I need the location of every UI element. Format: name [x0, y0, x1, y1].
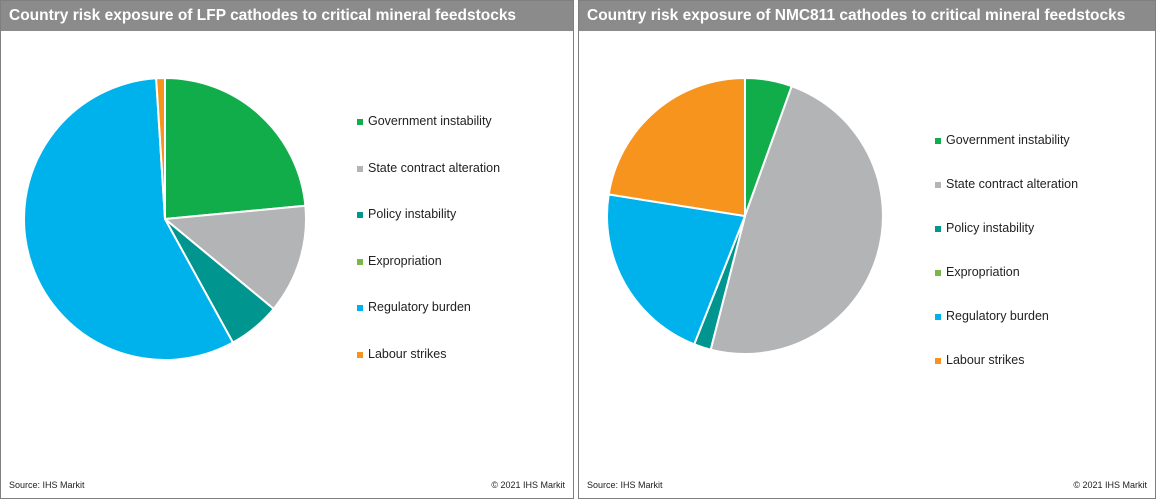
pie-slice-labour-strikes [155, 77, 166, 220]
legend-swatch [935, 138, 941, 144]
legend-swatch [935, 358, 941, 364]
legend-swatch [357, 165, 363, 172]
legend-label: Labour strikes [946, 353, 1025, 367]
legend-label: Government instability [368, 114, 492, 128]
legend-swatch [357, 212, 363, 219]
source-note: Source: IHS Markit [587, 480, 663, 490]
legend-swatch [357, 351, 363, 358]
pie-slice-state-contract-alteration [709, 85, 884, 355]
legend-swatch [935, 182, 941, 188]
chart-panel-nmc811: Country risk exposure of NMC811 cathodes… [578, 0, 1156, 499]
copyright-note: © 2021 IHS Markit [1073, 480, 1147, 490]
pie-slice-regulatory-burden [23, 77, 234, 361]
legend-swatch [357, 119, 363, 125]
legend-label: Regulatory burden [946, 309, 1049, 323]
pie-slice-labour-strikes [607, 77, 746, 217]
legend-label: Expropriation [368, 253, 442, 268]
chart-panel-lfp: Country risk exposure of LFP cathodes to… [0, 0, 574, 499]
chart-title: Country risk exposure of NMC811 cathodes… [579, 1, 1155, 31]
legend-label: Labour strikes [368, 346, 447, 361]
source-note: Source: IHS Markit [9, 480, 85, 490]
legend-label: Policy instability [946, 221, 1035, 235]
pie-chart-lfp [23, 77, 307, 361]
legend-swatch [935, 270, 941, 276]
legend-label: Government instability [946, 133, 1070, 147]
legend-swatch [357, 305, 363, 312]
legend-swatch [935, 314, 941, 320]
legend-label: Regulatory burden [368, 300, 471, 315]
legend-label: State contract alteration [368, 160, 501, 175]
pie-slice-regulatory-burden [606, 193, 746, 346]
pie-chart-nmc811 [606, 77, 884, 355]
legend-label: Policy instability [368, 207, 457, 222]
pie-slice-government-instability [164, 77, 307, 220]
pie-slice-state-contract-alteration [164, 204, 307, 310]
legend-label: Expropriation [946, 265, 1020, 279]
copyright-note: © 2021 IHS Markit [491, 480, 565, 490]
chart-title: Country risk exposure of LFP cathodes to… [1, 1, 573, 31]
legend-label: State contract alteration [946, 177, 1079, 191]
legend-swatch [935, 226, 941, 232]
legend-swatch [357, 258, 363, 265]
